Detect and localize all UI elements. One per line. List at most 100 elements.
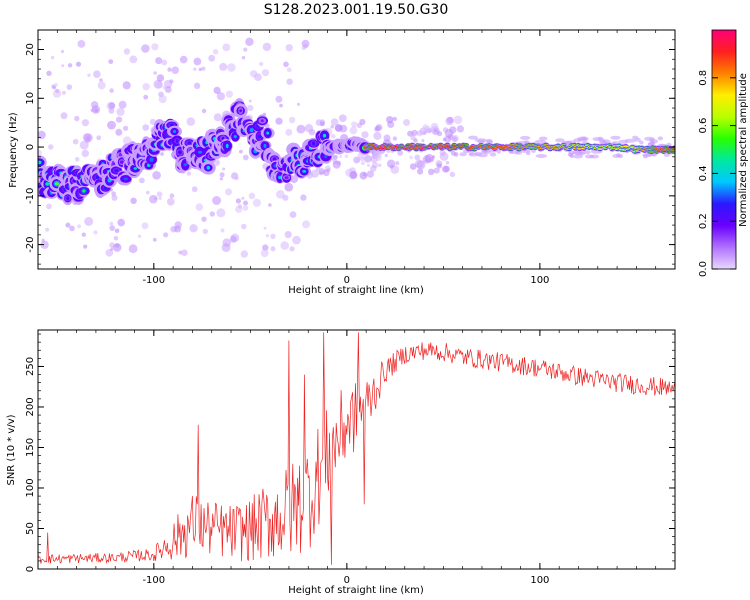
spectrogram-frame: [37, 29, 676, 270]
spectrum-speckle: [370, 165, 377, 172]
snr-ticks: -100 0 100 0 50 100 150 200 250: [25, 330, 676, 586]
y-tick-label: 150: [25, 438, 36, 457]
spectrum-speckle: [83, 244, 88, 249]
spectrum-blob: [233, 135, 237, 139]
spectrum-speckle: [77, 224, 81, 229]
spectrum-speckle: [158, 196, 162, 200]
spectrogram-ylabel: Frequency (Hz): [8, 112, 19, 188]
spectrum-speckle: [301, 45, 306, 51]
spectrum-speckle: [94, 108, 98, 113]
spectrum-speckle: [160, 152, 165, 156]
spectrum-speckle: [202, 228, 208, 235]
spectrum-speckle: [583, 150, 591, 155]
spectrum-speckle: [286, 67, 292, 73]
spectrum-speckle: [445, 116, 454, 126]
spectrum-speckle: [392, 136, 398, 141]
colorbar-tick-label: 0.2: [698, 213, 709, 229]
spectrum-speckle: [407, 130, 414, 137]
spectrum-speckle: [38, 130, 46, 140]
spectrum-speckle: [222, 167, 226, 171]
spectrum-speckle: [338, 114, 347, 123]
spectrum-speckle: [644, 136, 655, 141]
spectrum-speckle: [319, 167, 324, 173]
spectrum-speckle: [289, 211, 297, 219]
spectrum-speckle: [292, 235, 301, 245]
spectrum-speckle: [482, 149, 492, 154]
spectrum-speckle: [181, 249, 188, 256]
spectrum-speckle: [191, 186, 198, 193]
spectrum-blob: [263, 143, 267, 148]
spectrum-speckle: [300, 194, 307, 201]
spectrum-speckle: [468, 135, 478, 140]
spectrum-speckle: [213, 86, 221, 94]
spectrum-speckle: [61, 64, 65, 68]
spectrum-speckle: [330, 124, 335, 129]
spectrum-speckle: [216, 92, 225, 101]
spectrum-speckle: [193, 67, 197, 71]
x-tick-label: 0: [344, 275, 350, 286]
spectrum-speckle: [445, 161, 450, 165]
spectrum-speckle: [158, 95, 167, 104]
snr-ylabel: SNR (10 * v/v): [6, 414, 17, 485]
spectrum-speckle: [219, 172, 225, 178]
spectrogram-marks: [38, 37, 675, 258]
colorbar-tick-label: 0.4: [698, 165, 709, 181]
spectrum-speckle: [262, 42, 272, 52]
spectrum-speckle: [229, 235, 237, 243]
spectrum-speckle: [573, 154, 583, 159]
spectrum-speckle: [239, 149, 243, 154]
spectrum-speckle: [155, 57, 163, 65]
spectrum-speckle: [116, 116, 123, 123]
spectrum-blob: [260, 119, 264, 123]
spectrum-speckle: [453, 152, 459, 157]
spectrum-speckle: [130, 197, 137, 204]
spectrum-speckle: [152, 171, 161, 180]
colorbar-ticks: 0.0 0.2 0.4 0.6 0.8: [698, 70, 736, 277]
spectrum-speckle: [451, 136, 458, 143]
spectrum-speckle: [275, 95, 283, 103]
spectrum-speckle: [538, 136, 548, 141]
spectrum-speckle: [167, 67, 172, 72]
spectrum-speckle: [109, 225, 115, 231]
spectrum-speckle: [592, 137, 602, 142]
spectrum-speckle: [225, 188, 232, 196]
spectrum-speckle: [330, 118, 339, 126]
spectrum-speckle: [142, 83, 150, 91]
spectrum-speckle: [174, 221, 182, 229]
spectrum-speckle: [220, 228, 225, 233]
spectrum-speckle: [108, 59, 114, 64]
spectrum-speckle: [275, 117, 283, 125]
spectrum-speckle: [137, 234, 142, 238]
spectrum-speckle: [424, 153, 434, 163]
spectrum-blob: [177, 150, 182, 155]
spectrum-speckle: [162, 85, 167, 90]
spectrum-speckle: [87, 73, 91, 77]
spectrum-speckle: [384, 153, 388, 158]
spectrum-speckle: [209, 211, 215, 217]
spectrum-speckle: [96, 135, 102, 141]
spectrum-speckle: [141, 222, 149, 230]
spectrum-speckle: [409, 155, 413, 160]
spectrum-speckle: [417, 168, 424, 175]
spectrum-speckle: [421, 139, 425, 143]
spectrum-speckle: [48, 144, 54, 150]
spectrum-blob: [302, 170, 307, 173]
spectrum-speckle: [195, 203, 203, 211]
spectrum-speckle: [128, 244, 138, 254]
spectrum-speckle: [201, 108, 207, 114]
spectrum-speckle: [111, 191, 116, 197]
spectrum-speckle: [112, 243, 122, 252]
spectrum-speckle: [164, 86, 172, 93]
y-tick-label: 0: [25, 566, 36, 572]
spectrum-speckle: [349, 126, 358, 135]
spectrum-speckle: [193, 57, 202, 66]
spectrum-speckle: [270, 233, 276, 239]
spectrum-blob: [82, 189, 86, 193]
spectrum-speckle: [186, 117, 196, 126]
spectrum-speckle: [574, 151, 583, 156]
spectrum-speckle: [52, 89, 62, 98]
y-tick-label: 50: [25, 522, 36, 535]
spectrum-blob: [312, 141, 316, 146]
snr-series-line: [38, 332, 675, 565]
spectrum-speckle: [284, 231, 292, 239]
